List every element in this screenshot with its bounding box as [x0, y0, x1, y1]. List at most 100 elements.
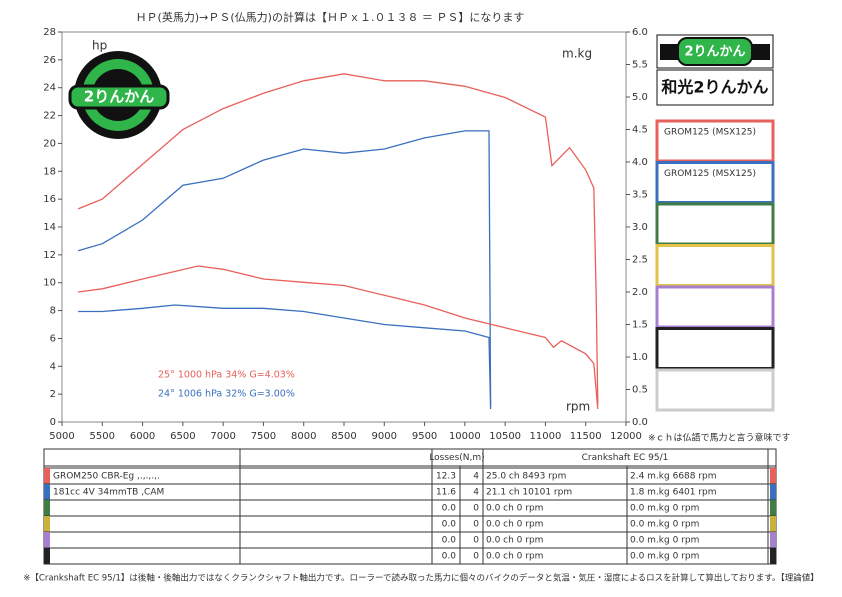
x-tick-label: 6000 — [130, 431, 155, 442]
x-tick-label: 8500 — [331, 431, 356, 442]
y-tick-label: 10 — [43, 278, 56, 289]
table-cell: 21.1 ch 10101 rpm — [486, 488, 572, 498]
table-cell: 0.0 ch 0 rpm — [486, 536, 543, 546]
row-swatch — [770, 500, 776, 516]
row-swatch — [770, 516, 776, 532]
data-line — [77, 130, 492, 406]
y-tick-label: 22 — [43, 111, 56, 122]
x-tick-label: 9500 — [412, 431, 437, 442]
table-cell: 181cc 4V 34mmTB ,CAM — [53, 488, 164, 498]
y2-tick-label: 2.0 — [632, 287, 648, 298]
y-tick-label: 14 — [43, 222, 56, 233]
table-cell: 0.0 m.kg 0 rpm — [630, 536, 699, 546]
x-tick-label: 5500 — [90, 431, 115, 442]
table-cell: 0.0 m.kg 0 rpm — [630, 552, 699, 562]
footer: ※【Crankshaft EC 95/1】は後軸・後軸出力ではなくクランクシャフ… — [23, 573, 818, 584]
shop-name: 和光2りんかん — [661, 78, 768, 97]
table-cell: 25.0 ch 8493 rpm — [486, 472, 566, 482]
legend-box — [655, 119, 775, 163]
row-swatch — [44, 516, 50, 532]
x-tick-label: 9000 — [372, 431, 397, 442]
logo: 2りんかん — [68, 51, 170, 139]
table-header: Crankshaft EC 95/1 — [582, 453, 669, 463]
y-tick-label: 26 — [43, 55, 56, 66]
row-swatch — [44, 500, 50, 516]
y2-tick-label: 5.5 — [632, 60, 648, 71]
y2-tick-label: 0.0 — [632, 417, 648, 428]
y-tick-label: 6 — [50, 333, 56, 344]
y2-tick-label: 3.5 — [632, 190, 648, 201]
y-tick-label: 0 — [50, 417, 56, 428]
x-tick-label: 7500 — [251, 431, 276, 442]
table-cell: 0.0 — [442, 504, 457, 514]
row-swatch — [44, 484, 50, 500]
table-cell: 0.0 — [442, 536, 457, 546]
table-cell: 0 — [473, 520, 479, 530]
row-swatch — [770, 548, 776, 564]
y2-tick-label: 1.5 — [632, 320, 648, 331]
row-swatch — [770, 468, 776, 484]
y-tick-label: 12 — [43, 250, 56, 261]
legend-label: GROM125 (MSX125) — [664, 169, 756, 179]
y-tick-label: 2 — [50, 389, 56, 400]
x-tick-label: 11500 — [570, 431, 602, 442]
table-cell: 2.4 m.kg 6688 rpm — [630, 472, 717, 482]
table-cell: 0.0 ch 0 rpm — [486, 504, 543, 514]
page-title: ＨＰ(英馬力)→ＰＳ(仏馬力)の計算は【ＨＰｘ１.０１３８ ＝ ＰＳ】になります — [136, 10, 525, 24]
annotation: 25° 1000 hPa 34% G=4.03% — [158, 370, 295, 381]
legend-box — [655, 161, 775, 204]
y-tick-label: 18 — [43, 166, 56, 177]
table-cell: 0.0 ch 0 rpm — [486, 520, 543, 530]
x-tick-label: 12000 — [610, 431, 642, 442]
data-line — [78, 304, 492, 410]
x-tick-label: 8000 — [291, 431, 316, 442]
table-cell: 0.0 m.kg 0 rpm — [630, 504, 699, 514]
table-cell: 0.0 — [442, 520, 457, 530]
row-swatch — [770, 484, 776, 500]
y2-tick-label: 0.5 — [632, 385, 648, 396]
y2-axis-label: m.kg — [562, 47, 592, 61]
y2-tick-label: 4.5 — [632, 125, 648, 136]
legend-box — [655, 202, 775, 246]
x-tick-label: 10000 — [449, 431, 481, 442]
table-cell: 11.6 — [436, 488, 456, 498]
result-table: Losses(N,m) Crankshaft EC 95/1 GROM250 CBR… — [43, 448, 777, 565]
y-axis-label: hp — [92, 39, 107, 53]
annotation: 24° 1006 hPa 32% G=3.00% — [158, 389, 295, 400]
table-cell: 0.0 m.kg 0 rpm — [630, 520, 699, 530]
table-cell: 0.0 ch 0 rpm — [486, 552, 543, 562]
table-cell: 0 — [473, 552, 479, 562]
y2-tick-label: 5.0 — [632, 92, 648, 103]
table-cell: 1.8 m.kg 6401 rpm — [630, 488, 717, 498]
row-swatch — [770, 532, 776, 548]
table-cell: 0 — [473, 536, 479, 546]
table-cell: 4 — [473, 472, 479, 482]
y2-tick-label: 4.0 — [632, 157, 648, 168]
x-tick-label: 6500 — [170, 431, 195, 442]
data-line — [77, 73, 599, 406]
table-cell: 0.0 — [442, 552, 457, 562]
x-axis-label: rpm — [566, 400, 590, 414]
y2-tick-label: 3.0 — [632, 222, 648, 233]
shop-logo: 2りんかん 和光2りんかん — [656, 34, 774, 106]
x-tick-label: 5000 — [49, 431, 74, 442]
row-swatch — [44, 468, 50, 484]
legend-box — [655, 244, 775, 287]
shop-badge: 2りんかん — [684, 45, 745, 60]
row-swatch — [44, 548, 50, 564]
x-tick-label: 10500 — [489, 431, 521, 442]
legend-box — [655, 285, 775, 329]
table-cell: GROM250 CBR-Eg ,.,.,.,. — [53, 472, 160, 482]
y-tick-label: 20 — [43, 138, 56, 149]
y-tick-label: 4 — [50, 361, 56, 372]
table-cell: 0 — [473, 504, 479, 514]
table-cell: 4 — [473, 488, 479, 498]
note: ※ｃｈは仏語で馬力と言う意味です — [648, 432, 791, 444]
y2-tick-label: 1.0 — [632, 352, 648, 363]
y-tick-label: 8 — [50, 306, 56, 317]
table-header: Losses(N,m) — [429, 453, 484, 463]
y2-tick-label: 2.5 — [632, 255, 648, 266]
row-swatch — [44, 532, 50, 548]
data-line — [78, 265, 599, 410]
